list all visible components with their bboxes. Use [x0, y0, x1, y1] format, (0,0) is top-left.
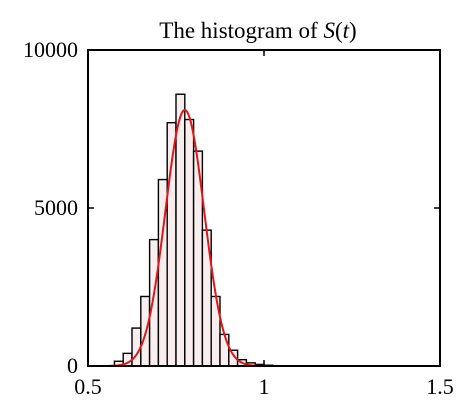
y-tick-labels: 0 5000 10000 — [23, 37, 78, 378]
histogram-bar — [131, 327, 142, 367]
x-tick-label: 1 — [259, 374, 270, 399]
chart-title-func: S — [323, 18, 335, 43]
x-tick-labels: 0.5 1 1.5 — [74, 374, 454, 399]
chart-title-var: t — [343, 18, 350, 43]
histogram-bar — [175, 93, 186, 367]
y-tick-label: 5000 — [34, 195, 78, 220]
y-tick-label: 0 — [67, 353, 78, 378]
chart-title-close: ) — [349, 18, 357, 43]
axis-ticks — [87, 49, 441, 367]
chart-title-open: ( — [335, 18, 343, 43]
y-tick-label: 10000 — [23, 37, 78, 62]
x-tick-label: 1.5 — [426, 374, 454, 399]
histogram-bar — [184, 118, 195, 367]
chart-title: The histogram of S(t) — [159, 18, 356, 43]
chart-title-prefix: The histogram of — [159, 18, 323, 43]
histogram-bar — [219, 333, 230, 367]
x-tick-label: 0.5 — [74, 374, 102, 399]
fit-curve — [109, 109, 265, 367]
histogram-bar — [148, 238, 160, 367]
